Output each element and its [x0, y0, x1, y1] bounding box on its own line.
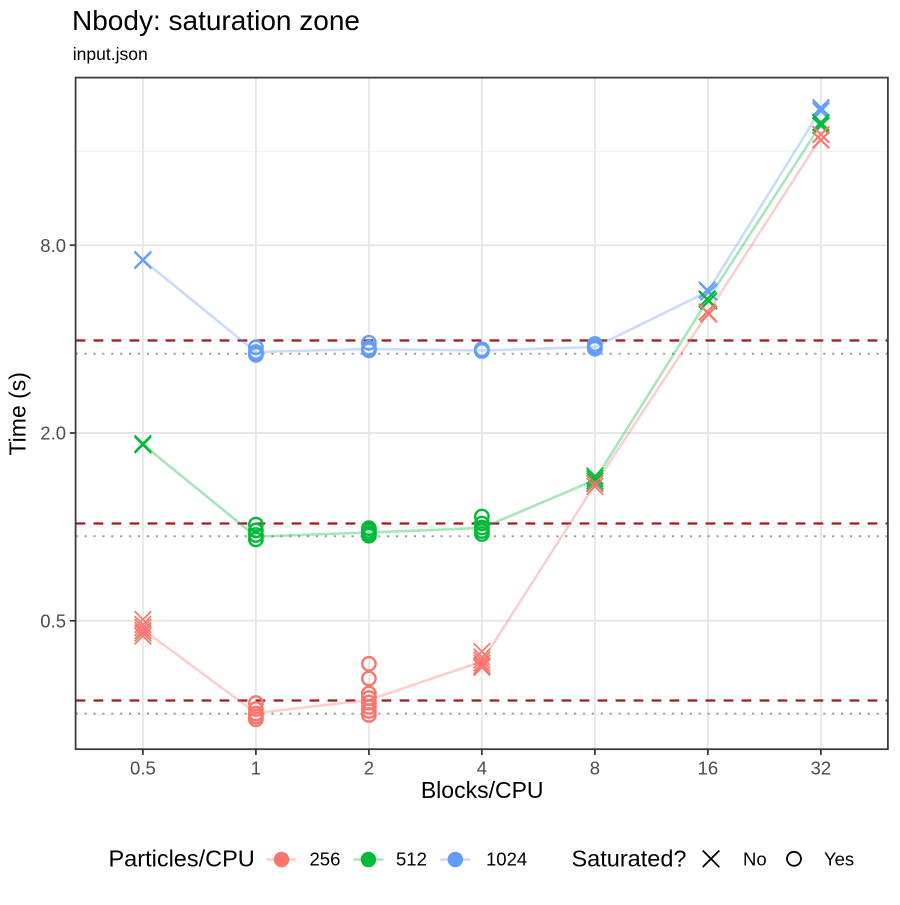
svg-text:Time (s): Time (s) [5, 372, 31, 455]
svg-text:Saturated?: Saturated? [572, 845, 687, 871]
svg-text:input.json: input.json [73, 44, 148, 64]
svg-text:16: 16 [698, 757, 719, 778]
svg-text:1024: 1024 [486, 849, 527, 870]
svg-text:256: 256 [310, 849, 341, 870]
svg-text:0.5: 0.5 [40, 611, 66, 632]
svg-text:8: 8 [590, 757, 600, 778]
svg-text:1: 1 [251, 757, 261, 778]
svg-text:Nbody: saturation zone: Nbody: saturation zone [72, 5, 360, 36]
svg-text:8.0: 8.0 [40, 235, 66, 256]
svg-text:Blocks/CPU: Blocks/CPU [421, 777, 544, 803]
svg-text:2.0: 2.0 [40, 423, 66, 444]
svg-text:2: 2 [364, 757, 374, 778]
svg-text:Yes: Yes [824, 849, 854, 870]
svg-text:0.5: 0.5 [130, 757, 156, 778]
svg-text:Particles/CPU: Particles/CPU [109, 845, 255, 871]
svg-text:512: 512 [396, 849, 427, 870]
svg-text:No: No [743, 849, 767, 870]
svg-text:4: 4 [477, 757, 487, 778]
svg-text:32: 32 [811, 757, 832, 778]
